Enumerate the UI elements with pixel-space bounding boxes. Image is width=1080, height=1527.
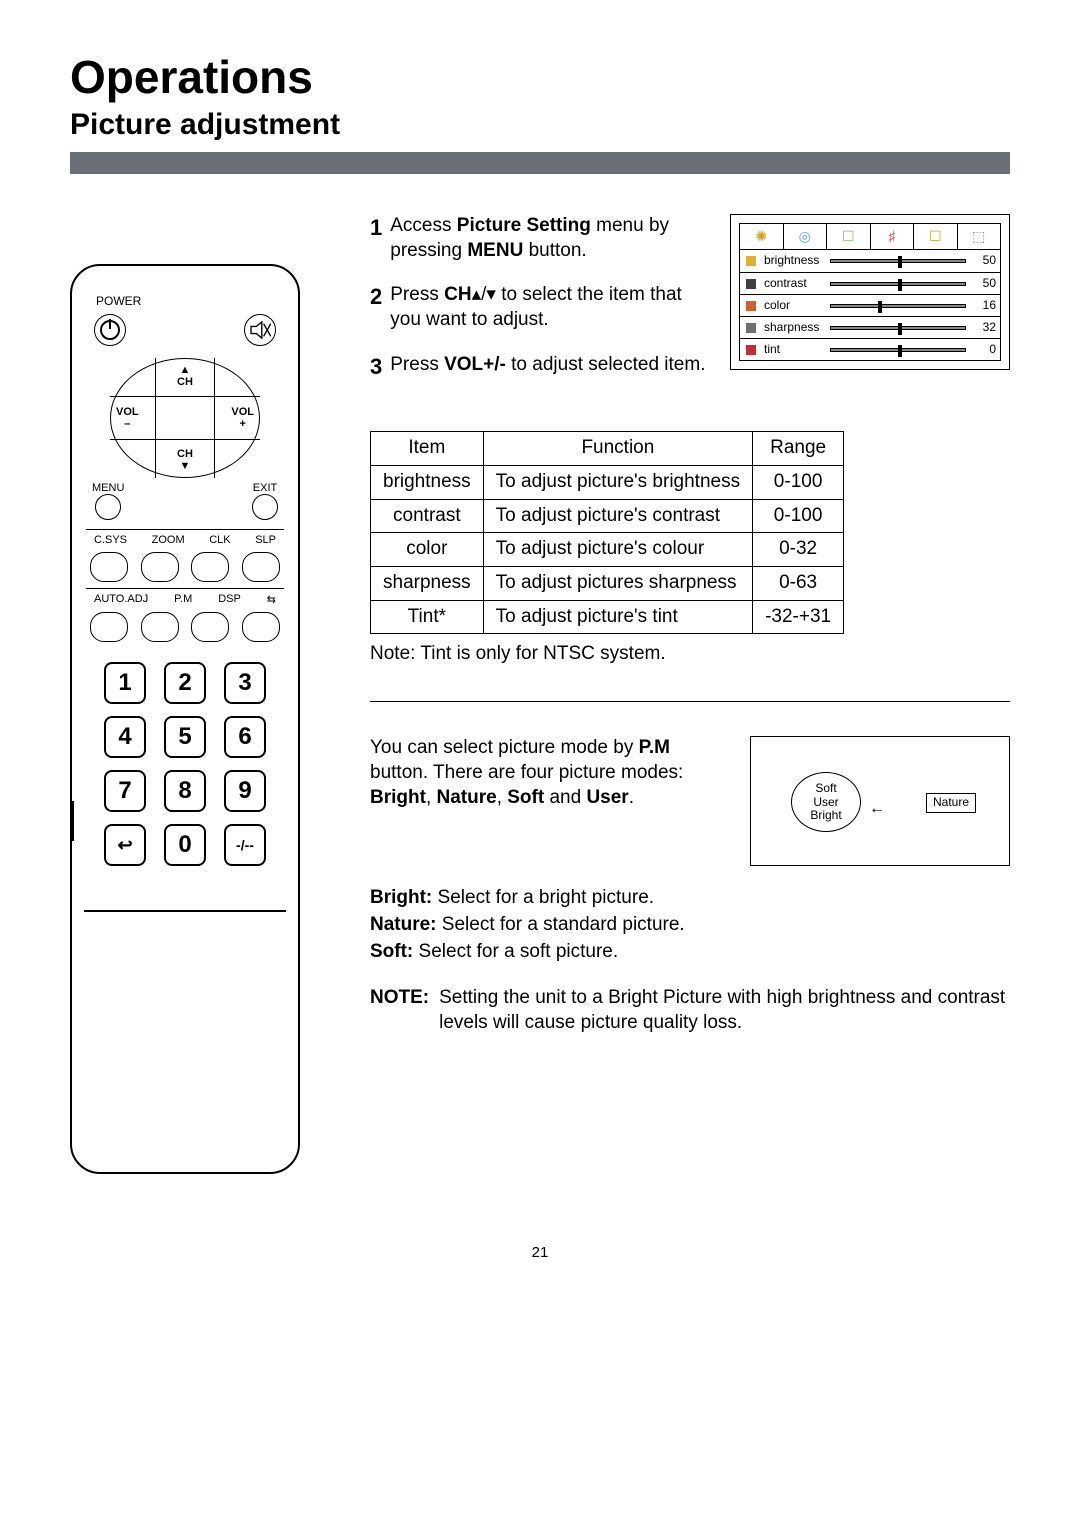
page-subtitle: Picture adjustment xyxy=(70,108,1010,142)
pm-description-line: Nature: Select for a standard picture. xyxy=(370,913,1010,938)
return-button: ↩ xyxy=(104,824,146,866)
remote-diagram: POWER ▲CH CH▼ VOL – VOL + xyxy=(70,264,300,1174)
instruction-step: 2Press CH▴/▾ to select the item that you… xyxy=(370,283,710,332)
pm-text: You can select picture mode by P.M butto… xyxy=(370,736,730,810)
exit-button xyxy=(252,494,278,520)
pm-label: P.M xyxy=(174,593,192,606)
slp-button xyxy=(242,552,280,582)
num-7: 7 xyxy=(104,770,146,812)
th-range: Range xyxy=(753,432,844,466)
clk-label: CLK xyxy=(209,534,230,546)
num-2: 2 xyxy=(164,662,206,704)
numpad: 1 2 3 4 5 6 7 8 9 ↩ xyxy=(86,662,284,866)
tint-note: Note: Tint is only for NTSC system. xyxy=(370,642,1010,667)
note-text: Setting the unit to a Bright Picture wit… xyxy=(439,986,1010,1035)
dash-button: -/-- xyxy=(224,824,266,866)
num-5: 5 xyxy=(164,716,206,758)
num-8: 8 xyxy=(164,770,206,812)
osd-menu: ✺◎☐♯☐⬚ brightness50contrast50color16shar… xyxy=(730,214,1010,370)
osd-row: brightness50 xyxy=(740,250,1000,272)
arrow-icon: ← xyxy=(869,799,885,820)
table-row: sharpnessTo adjust pictures sharpness0-6… xyxy=(371,567,844,601)
num-0: 0 xyxy=(164,824,206,866)
num-3: 3 xyxy=(224,662,266,704)
autoadj-button xyxy=(90,612,128,642)
instruction-step: 1Access Picture Setting menu by pressing… xyxy=(370,214,710,263)
menu-button xyxy=(95,494,121,520)
swap-button xyxy=(242,612,280,642)
mute-button xyxy=(244,314,276,346)
table-row: brightnessTo adjust picture's brightness… xyxy=(371,466,844,500)
dpad: ▲CH CH▼ VOL – VOL + xyxy=(110,358,260,478)
num-1: 1 xyxy=(104,662,146,704)
pm-button xyxy=(141,612,179,642)
num-4: 4 xyxy=(104,716,146,758)
zoom-label: ZOOM xyxy=(152,534,185,546)
num-6: 6 xyxy=(224,716,266,758)
osd-tab: ☐ xyxy=(914,223,958,249)
dsp-button xyxy=(191,612,229,642)
csys-label: C.SYS xyxy=(94,534,127,546)
slp-label: SLP xyxy=(255,534,276,546)
section-divider xyxy=(370,701,1010,702)
num-9: 9 xyxy=(224,770,266,812)
table-row: Tint*To adjust picture's tint-32-+31 xyxy=(371,600,844,634)
table-row: contrastTo adjust picture's contrast0-10… xyxy=(371,499,844,533)
pm-circle: Soft User Bright xyxy=(791,772,861,832)
osd-row: color16 xyxy=(740,294,1000,316)
pm-diagram: Soft User Bright ← Nature xyxy=(750,736,1010,866)
osd-tab: ♯ xyxy=(871,223,915,249)
exit-label: EXIT xyxy=(253,482,277,494)
osd-tab: ◎ xyxy=(784,223,828,249)
osd-tab: ✺ xyxy=(739,223,784,249)
zoom-button xyxy=(141,552,179,582)
pm-nature-box: Nature xyxy=(926,793,976,813)
power-label: POWER xyxy=(96,294,284,308)
instruction-step: 3Press VOL+/- to adjust selected item. xyxy=(370,353,710,382)
function-table: Item Function Range brightnessTo adjust … xyxy=(370,431,844,634)
osd-row: contrast50 xyxy=(740,272,1000,294)
pm-description-line: Bright: Select for a bright picture. xyxy=(370,886,1010,911)
csys-button xyxy=(90,552,128,582)
th-function: Function xyxy=(483,432,752,466)
clk-button xyxy=(191,552,229,582)
page-number: 21 xyxy=(70,1244,1010,1261)
osd-tab: ☐ xyxy=(827,223,871,249)
osd-tab: ⬚ xyxy=(958,223,1002,249)
th-item: Item xyxy=(371,432,484,466)
autoadj-label: AUTO.ADJ xyxy=(94,593,148,606)
pm-description-line: Soft: Select for a soft picture. xyxy=(370,940,1010,965)
note-label: NOTE: xyxy=(370,986,429,1035)
swap-icon: ⇆ xyxy=(267,593,276,606)
power-button xyxy=(94,314,126,346)
section-bar xyxy=(70,152,1010,174)
menu-label: MENU xyxy=(92,482,124,494)
osd-row: sharpness32 xyxy=(740,316,1000,338)
page-title: Operations xyxy=(70,50,1010,104)
dsp-label: DSP xyxy=(218,593,241,606)
table-row: colorTo adjust picture's colour0-32 xyxy=(371,533,844,567)
osd-row: tint0 xyxy=(740,338,1000,360)
